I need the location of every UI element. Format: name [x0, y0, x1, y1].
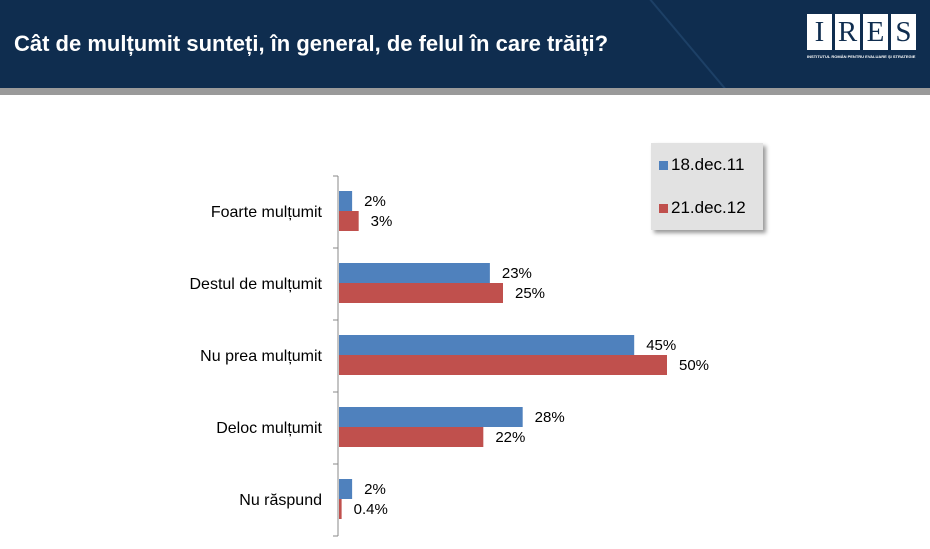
category-label: Deloc mulțumit	[216, 420, 322, 437]
data-label: 2%	[364, 481, 386, 498]
legend-label: 18.dec.11	[671, 155, 745, 174]
data-label: 22%	[495, 429, 525, 446]
bar	[339, 427, 484, 447]
bar	[339, 479, 353, 499]
logo-subtitle: INSTITUTUL ROMÂN PENTRU EVALUARE ȘI STRA…	[807, 54, 916, 59]
bar	[339, 407, 523, 427]
category-label: Nu prea mulțumit	[200, 348, 322, 365]
bar	[339, 191, 353, 211]
data-label: 2%	[364, 193, 386, 210]
data-label: 45%	[646, 337, 676, 354]
logo-letter: R	[835, 14, 860, 50]
bar	[339, 499, 342, 519]
bar	[339, 335, 635, 355]
logo-letter: I	[807, 14, 832, 50]
legend-swatch	[659, 203, 668, 213]
bar	[339, 355, 667, 375]
category-label: Destul de mulțumit	[190, 276, 323, 293]
data-label: 50%	[679, 357, 709, 374]
bar	[339, 211, 359, 231]
bar	[339, 283, 503, 303]
logo-letter: S	[891, 14, 916, 50]
legend-label: 21.dec.12	[671, 198, 746, 217]
legend-item: 18.dec.11	[659, 155, 744, 175]
legend-item: 21.dec.12	[659, 198, 746, 218]
chart-legend: 18.dec.11 21.dec.12	[651, 143, 763, 230]
data-label: 25%	[515, 285, 545, 302]
data-label: 28%	[535, 409, 565, 426]
legend-swatch	[659, 160, 668, 170]
category-label: Foarte mulțumit	[211, 204, 323, 221]
logo-letter: E	[863, 14, 888, 50]
category-label: Nu răspund	[239, 492, 322, 509]
header-bar: Cât de mulțumit sunteți, în general, de …	[0, 0, 930, 88]
page-title: Cât de mulțumit sunteți, în general, de …	[14, 31, 609, 56]
bar	[339, 263, 490, 283]
data-label: 3%	[371, 213, 393, 230]
ires-logo: I R E S INSTITUTUL ROMÂN PENTRU EVALUARE…	[807, 14, 922, 59]
data-label: 0.4%	[354, 501, 388, 518]
data-label: 23%	[502, 265, 532, 282]
header-stripe	[0, 88, 930, 95]
